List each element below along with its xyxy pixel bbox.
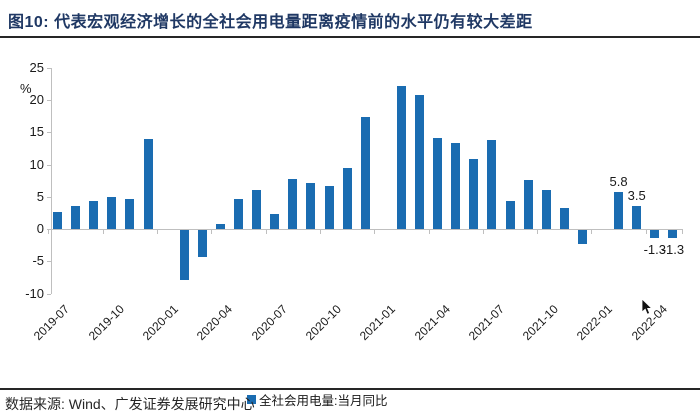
bar	[559, 208, 569, 229]
mouse-cursor-icon	[641, 299, 653, 315]
bar	[143, 139, 153, 229]
x-tick-mark	[157, 229, 159, 234]
bar	[107, 196, 117, 229]
bar	[505, 201, 515, 229]
bar	[523, 179, 533, 229]
bar	[614, 191, 624, 229]
y-tick-label: -10	[25, 285, 44, 301]
y-tick-label: -5	[32, 253, 44, 269]
bar	[288, 179, 298, 229]
x-tick-label: 2021-04	[411, 302, 453, 344]
bar	[125, 198, 135, 229]
y-tick-mark	[47, 100, 51, 101]
x-tick-mark	[102, 229, 104, 234]
x-tick-mark	[482, 229, 484, 234]
y-tick-label: 10	[29, 156, 44, 172]
data-label: -1.3	[643, 242, 666, 258]
x-tick-label: 2019-10	[85, 302, 127, 344]
x-tick-mark	[319, 229, 321, 234]
x-tick-mark	[211, 229, 213, 234]
y-tick-mark	[47, 164, 51, 166]
electricity-consumption-bar-chart: % 25 20 15 10 5 0 -5 -10 2019-07 2019-10 2020-01 2…	[0, 38, 700, 407]
x-axis-line	[51, 229, 682, 230]
x-tick-label: 2022-01	[574, 302, 616, 344]
x-tick-mark	[374, 229, 376, 234]
bar	[252, 189, 262, 229]
bar	[360, 117, 370, 229]
x-tick-label: 2020-07	[248, 302, 290, 344]
x-tick-label: 2021-10	[520, 302, 562, 344]
bar	[541, 190, 551, 229]
bar	[469, 159, 479, 229]
bar	[342, 168, 352, 229]
y-tick-mark	[47, 132, 51, 134]
figure-title: 图10: 代表宏观经济增长的全社会用电量距离疫情前的水平仍有较大差距	[8, 14, 533, 31]
bar	[451, 142, 461, 229]
bar	[89, 200, 99, 229]
y-tick-label: 5	[36, 188, 44, 204]
y-tick-mark	[47, 293, 51, 295]
y-tick-mark	[47, 67, 51, 69]
y-tick-label: 0	[36, 221, 44, 236]
x-tick-label: 2020-04	[194, 302, 236, 344]
x-tick-mark	[48, 229, 50, 234]
y-tick-label: 25	[29, 59, 44, 75]
y-tick-mark	[47, 261, 51, 263]
bar	[306, 182, 316, 229]
x-tick-mark	[645, 229, 647, 234]
x-tick-mark	[681, 229, 683, 234]
y-tick-label: 15	[29, 124, 44, 140]
x-tick-mark	[591, 229, 593, 234]
x-tick-label: 2021-01	[357, 302, 399, 344]
bar	[632, 206, 642, 229]
bar	[234, 199, 243, 229]
x-tick-label: 2021-07	[465, 302, 507, 344]
bar	[179, 230, 189, 281]
footer-divider	[0, 388, 700, 390]
legend-marker-icon	[247, 394, 256, 404]
bar	[324, 186, 334, 229]
y-tick-mark	[47, 196, 51, 198]
data-label: -1.3	[661, 242, 685, 258]
bar	[433, 138, 443, 229]
bar	[215, 224, 225, 229]
title-divider	[0, 36, 700, 38]
x-tick-label: 2020-01	[139, 302, 182, 344]
data-label: 5.8	[609, 173, 628, 189]
x-tick-mark	[428, 229, 430, 234]
bar	[415, 94, 424, 229]
x-tick-label: 2020-10	[302, 302, 344, 344]
data-label: 3.5	[627, 188, 646, 204]
y-tick-label: 20	[29, 92, 44, 107]
bar	[71, 205, 81, 229]
x-tick-mark	[265, 229, 267, 234]
bar	[650, 230, 660, 239]
bar	[396, 85, 406, 229]
y-axis-unit-label: %	[20, 81, 32, 96]
bar	[577, 230, 587, 245]
bar	[53, 211, 62, 229]
legend-label: 全社会用电量:当月同比	[259, 393, 388, 408]
data-source: 数据来源: Wind、广发证券发展研究中心	[5, 396, 255, 412]
y-axis-line	[51, 67, 52, 294]
bar	[197, 230, 207, 258]
x-tick-mark	[537, 229, 539, 234]
x-tick-label: 2019-07	[31, 302, 73, 344]
bar	[487, 139, 497, 229]
bar	[668, 230, 678, 239]
legend: 全社会用电量:当月同比	[247, 392, 388, 408]
bar	[270, 214, 280, 229]
